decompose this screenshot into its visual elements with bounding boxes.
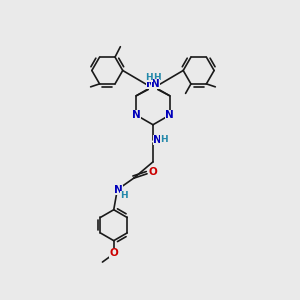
Text: N: N bbox=[114, 184, 123, 194]
Text: H: H bbox=[145, 74, 153, 82]
Text: O: O bbox=[148, 167, 157, 177]
Text: H: H bbox=[120, 191, 128, 200]
Text: H: H bbox=[153, 74, 161, 82]
Text: N: N bbox=[132, 110, 141, 120]
Text: N: N bbox=[151, 79, 160, 89]
Text: N: N bbox=[146, 79, 155, 89]
Text: H: H bbox=[160, 135, 168, 144]
Text: N: N bbox=[165, 110, 174, 120]
Text: N: N bbox=[148, 81, 157, 91]
Text: N: N bbox=[153, 135, 162, 145]
Text: O: O bbox=[110, 248, 118, 257]
